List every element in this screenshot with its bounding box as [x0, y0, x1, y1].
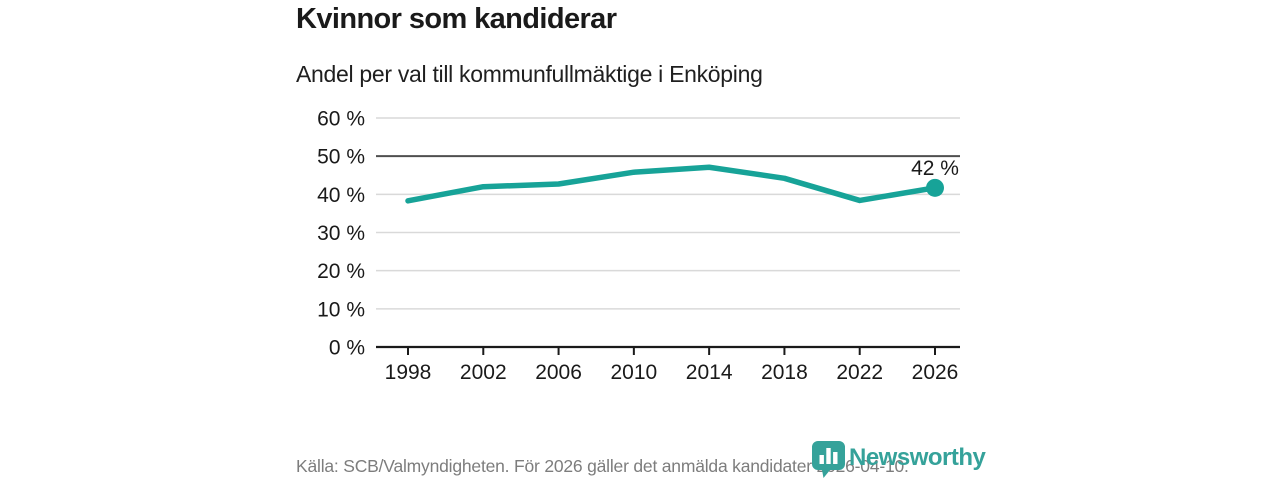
x-tick-label: 2026 [912, 361, 959, 384]
chart-subtitle: Andel per val till kommunfullmäktige i E… [296, 61, 763, 87]
x-tick-label: 1998 [385, 361, 432, 384]
y-tick-label: 30 % [317, 222, 365, 245]
y-tick-label: 60 % [317, 108, 365, 131]
chart-title: Kvinnor som kandiderar [296, 3, 617, 35]
x-tick-label: 2022 [836, 361, 883, 384]
x-tick-label: 2018 [761, 361, 808, 384]
line-chart: 0 % 10 % 20 % 30 % 40 % 50 % 60 % 1998 2002 2006 2… [296, 100, 986, 400]
x-tick-label: 2010 [610, 361, 657, 384]
trend-line [405, 164, 938, 204]
newsworthy-icon [812, 441, 845, 478]
end-point-label: 42 % [911, 157, 959, 180]
y-tick-label: 40 % [317, 184, 365, 207]
source-note: Källa: SCB/Valmyndigheten. För 2026 gäll… [296, 456, 909, 476]
x-tick-label: 2006 [535, 361, 582, 384]
y-tick-label: 10 % [317, 298, 365, 321]
y-tick-label: 20 % [317, 260, 365, 283]
line-chart-svg: 0 % 10 % 20 % 30 % 40 % 50 % 60 % 1998 2002 2006 2… [317, 108, 960, 384]
x-tick-label: 2014 [686, 361, 733, 384]
y-tick-label: 0 % [329, 337, 365, 360]
newsworthy-logo: Newsworthy [812, 441, 986, 478]
end-point-marker [926, 178, 944, 197]
newsworthy-wordmark: Newsworthy [849, 444, 986, 471]
x-tick-label: 2002 [460, 361, 507, 384]
y-tick-label: 50 % [317, 146, 365, 169]
